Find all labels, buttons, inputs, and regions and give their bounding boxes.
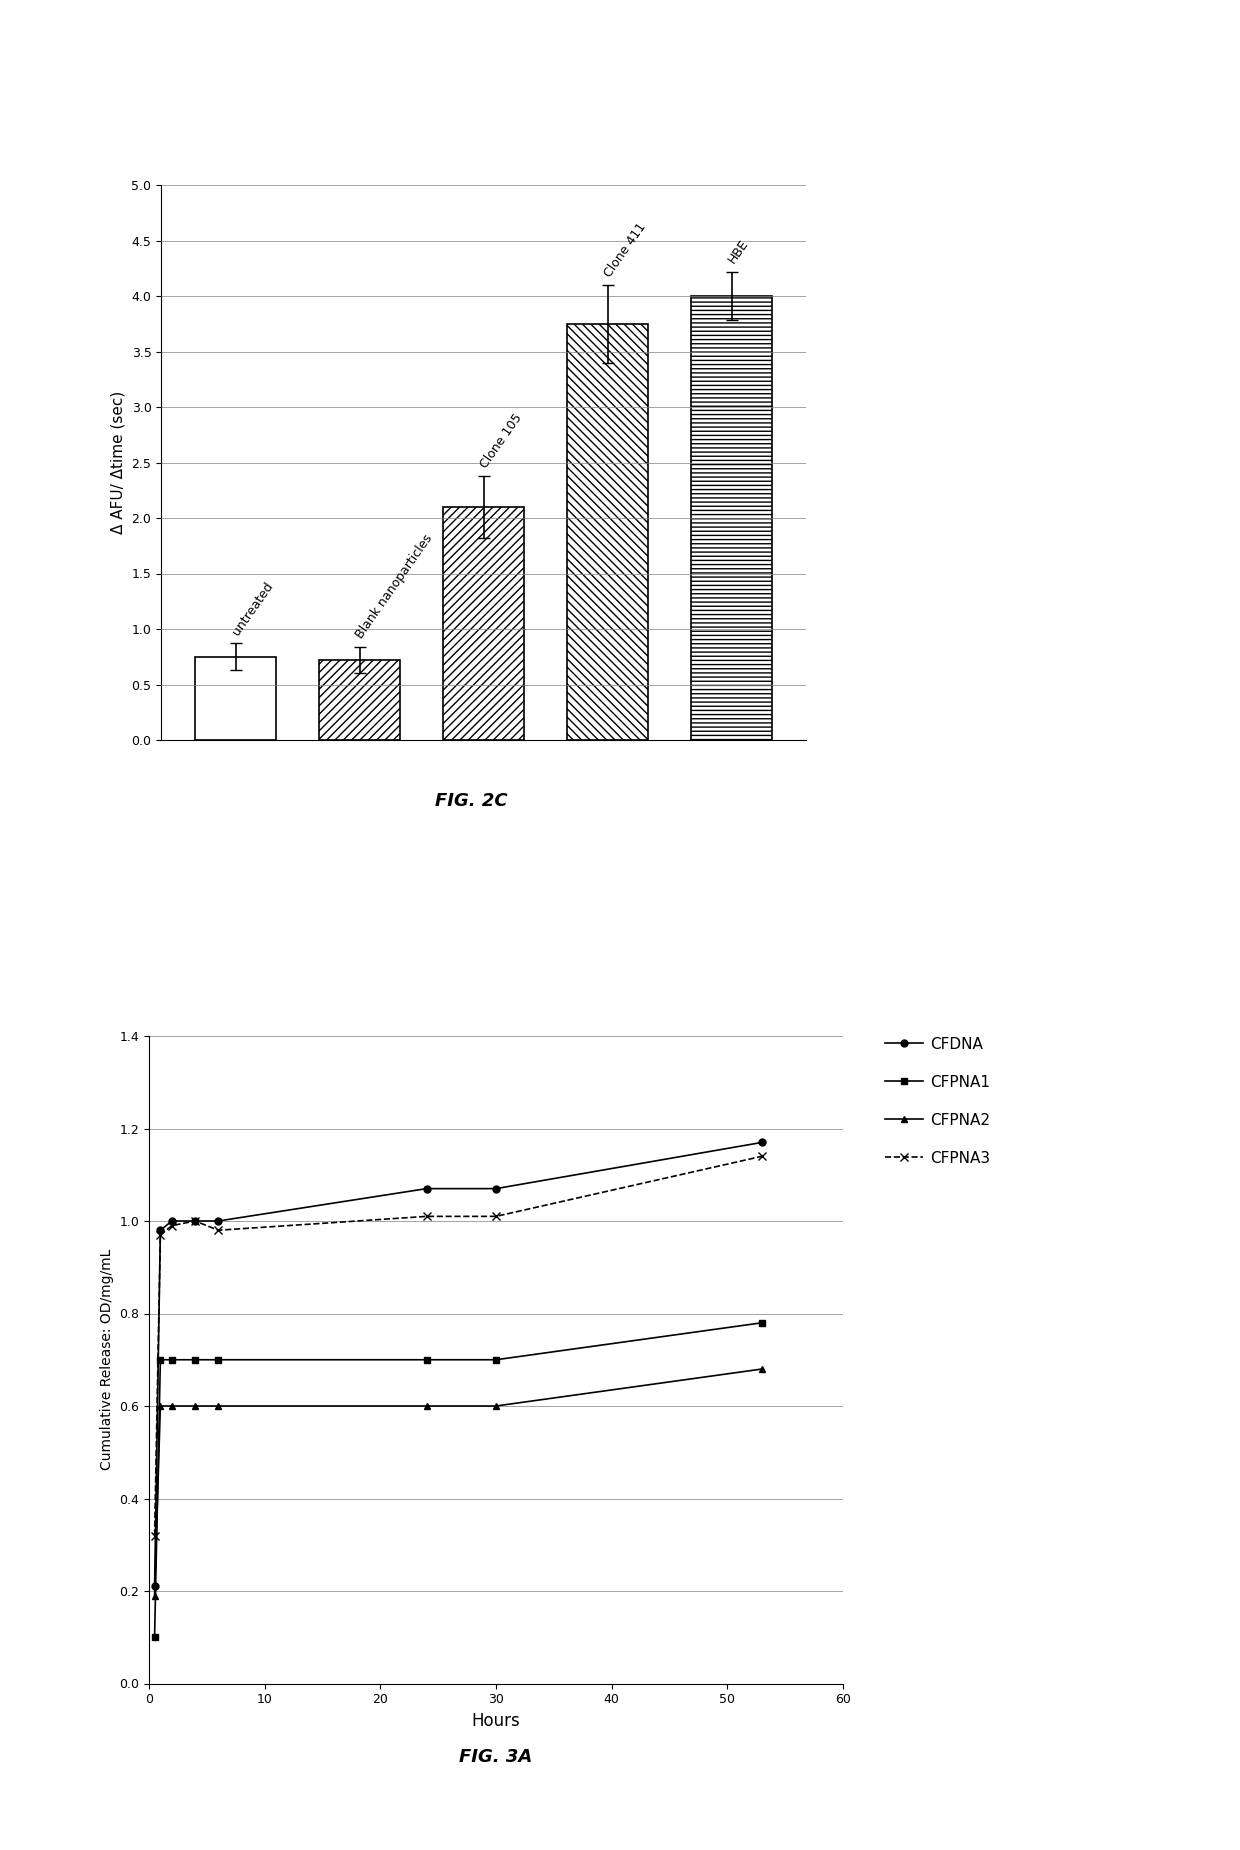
CFDNA [755, 1132, 770, 1154]
Bar [444, 507, 525, 740]
Bar [320, 660, 401, 740]
Text: FIG. 2C: FIG. 2C [435, 792, 507, 810]
CFPNA2 [211, 1395, 226, 1417]
Bar [196, 657, 277, 740]
CFPNA1 [755, 1312, 770, 1334]
CFPNA2 [153, 1395, 167, 1417]
CFPNA3 [165, 1214, 180, 1236]
Line: CFDNA: CFDNA [151, 1140, 765, 1589]
CFDNA [165, 1210, 180, 1232]
CFPNA2 [187, 1395, 202, 1417]
CFPNA2 [148, 1584, 162, 1606]
CFPNA3 [153, 1225, 167, 1247]
CFPNA3 [148, 1524, 162, 1547]
Bar [567, 324, 647, 740]
CFPNA3 [419, 1206, 434, 1228]
CFPNA1 [419, 1349, 434, 1371]
Line: CFPNA3: CFPNA3 [150, 1153, 766, 1539]
CFPNA2 [755, 1358, 770, 1380]
CFPNA2 [489, 1395, 503, 1417]
CFPNA3 [755, 1145, 770, 1167]
CFPNA1 [148, 1626, 162, 1648]
Legend: CFDNA, CFPNA1, CFPNA2, CFPNA3: CFDNA, CFPNA1, CFPNA2, CFPNA3 [879, 1030, 997, 1171]
CFDNA [419, 1178, 434, 1201]
X-axis label: Hours: Hours [471, 1711, 521, 1730]
CFPNA3 [187, 1210, 202, 1232]
CFDNA [489, 1178, 503, 1201]
Text: FIG. 3A: FIG. 3A [459, 1748, 533, 1767]
CFPNA1 [211, 1349, 226, 1371]
Text: HBE: HBE [725, 237, 751, 266]
Line: CFPNA2: CFPNA2 [151, 1365, 765, 1598]
CFDNA [148, 1574, 162, 1597]
CFPNA1 [489, 1349, 503, 1371]
Y-axis label: Cumulative Release: OD/mg/mL: Cumulative Release: OD/mg/mL [99, 1249, 114, 1471]
CFPNA1 [153, 1349, 167, 1371]
Line: CFPNA1: CFPNA1 [151, 1319, 765, 1641]
Text: untreated: untreated [229, 579, 275, 638]
CFPNA3 [489, 1206, 503, 1228]
CFPNA1 [187, 1349, 202, 1371]
Bar [692, 296, 771, 740]
CFPNA3 [211, 1219, 226, 1241]
Text: Clone 105: Clone 105 [477, 411, 525, 470]
Y-axis label: Δ AFU/ Δtime (sec): Δ AFU/ Δtime (sec) [110, 390, 126, 535]
CFDNA [153, 1219, 167, 1241]
Text: Blank nanoparticles: Blank nanoparticles [353, 533, 435, 642]
CFPNA1 [165, 1349, 180, 1371]
Text: Clone 411: Clone 411 [601, 220, 649, 279]
CFPNA2 [419, 1395, 434, 1417]
CFDNA [187, 1210, 202, 1232]
CFPNA2 [165, 1395, 180, 1417]
CFDNA [211, 1210, 226, 1232]
